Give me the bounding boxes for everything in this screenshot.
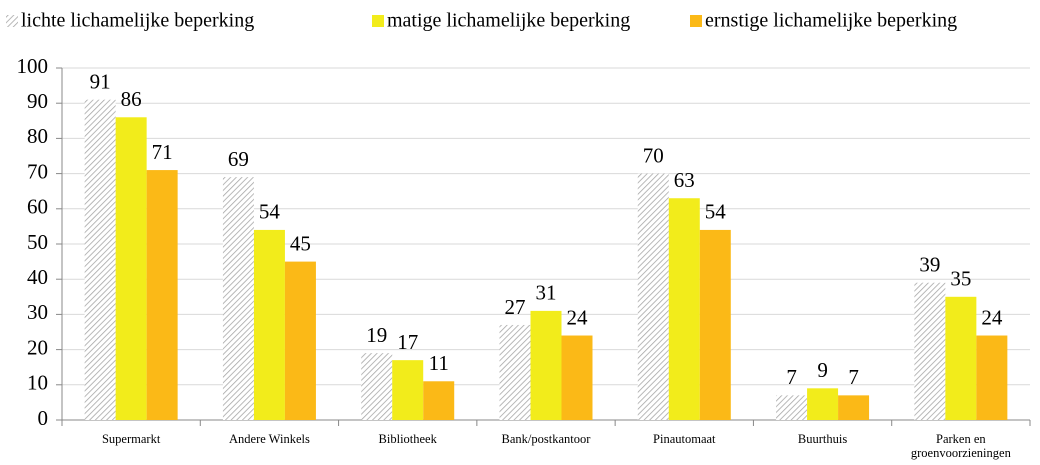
data-label: 24 xyxy=(981,305,1003,329)
x-tick-label: Andere Winkels xyxy=(229,432,310,446)
bar xyxy=(668,198,700,420)
data-label: 11 xyxy=(429,351,449,375)
bar xyxy=(361,353,393,420)
data-label: 19 xyxy=(366,323,387,347)
data-label: 7 xyxy=(786,365,797,389)
bar xyxy=(84,99,116,421)
bar xyxy=(423,381,455,420)
data-label: 27 xyxy=(505,295,526,319)
y-tick-label: 10 xyxy=(27,371,48,395)
data-label: 63 xyxy=(674,168,695,192)
data-label: 91 xyxy=(90,69,111,93)
y-tick-label: 90 xyxy=(27,89,48,113)
y-tick-label: 60 xyxy=(27,195,48,219)
x-tick-label: Supermarkt xyxy=(101,432,161,446)
data-label: 31 xyxy=(536,281,557,305)
bar xyxy=(284,261,316,420)
data-label: 9 xyxy=(817,358,828,382)
data-label: 7 xyxy=(848,365,859,389)
bar xyxy=(115,117,147,420)
legend-swatch xyxy=(6,15,18,27)
data-label: 17 xyxy=(397,330,418,354)
data-label: 54 xyxy=(259,200,281,224)
bar xyxy=(499,324,531,420)
bar xyxy=(530,310,562,420)
data-label: 70 xyxy=(643,143,664,167)
bar xyxy=(561,335,593,420)
legend-label: ernstige lichamelijke beperking xyxy=(705,10,957,32)
x-tick-label: Pinautomaat xyxy=(653,432,716,446)
legend-label: matige lichamelijke beperking xyxy=(387,10,630,32)
x-tick-label: Bank/postkantoor xyxy=(501,432,591,446)
data-label: 45 xyxy=(290,231,311,255)
legend-label: lichte lichamelijke beperking xyxy=(21,10,254,32)
bar xyxy=(976,335,1008,420)
data-label: 54 xyxy=(705,200,727,224)
bar xyxy=(945,296,977,420)
y-tick-label: 20 xyxy=(27,335,48,359)
x-tick-label: Bibliotheek xyxy=(378,432,437,446)
bar xyxy=(222,177,254,420)
bar xyxy=(637,173,669,420)
y-tick-label: 30 xyxy=(27,300,48,324)
y-tick-label: 0 xyxy=(38,406,49,430)
y-tick-label: 70 xyxy=(27,159,48,183)
legend-swatch xyxy=(372,15,384,27)
y-tick-label: 40 xyxy=(27,265,48,289)
bar xyxy=(146,170,178,420)
bar xyxy=(253,229,285,420)
bar xyxy=(392,360,424,420)
x-tick-label: Parken en groenvoorzieningen xyxy=(910,432,1011,460)
bar xyxy=(838,395,870,420)
y-tick-label: 100 xyxy=(17,54,49,78)
y-tick-label: 80 xyxy=(27,124,48,148)
x-tick-label: Buurthuis xyxy=(797,432,848,446)
legend-swatch xyxy=(690,15,702,27)
data-label: 35 xyxy=(950,267,971,291)
data-label: 69 xyxy=(228,147,249,171)
bar xyxy=(807,388,839,420)
data-label: 39 xyxy=(919,253,940,277)
data-label: 24 xyxy=(567,305,589,329)
bar xyxy=(914,282,946,420)
y-tick-label: 50 xyxy=(27,230,48,254)
data-label: 86 xyxy=(121,87,142,111)
data-label: 71 xyxy=(152,140,173,164)
bar xyxy=(699,229,731,420)
bar xyxy=(776,395,808,420)
